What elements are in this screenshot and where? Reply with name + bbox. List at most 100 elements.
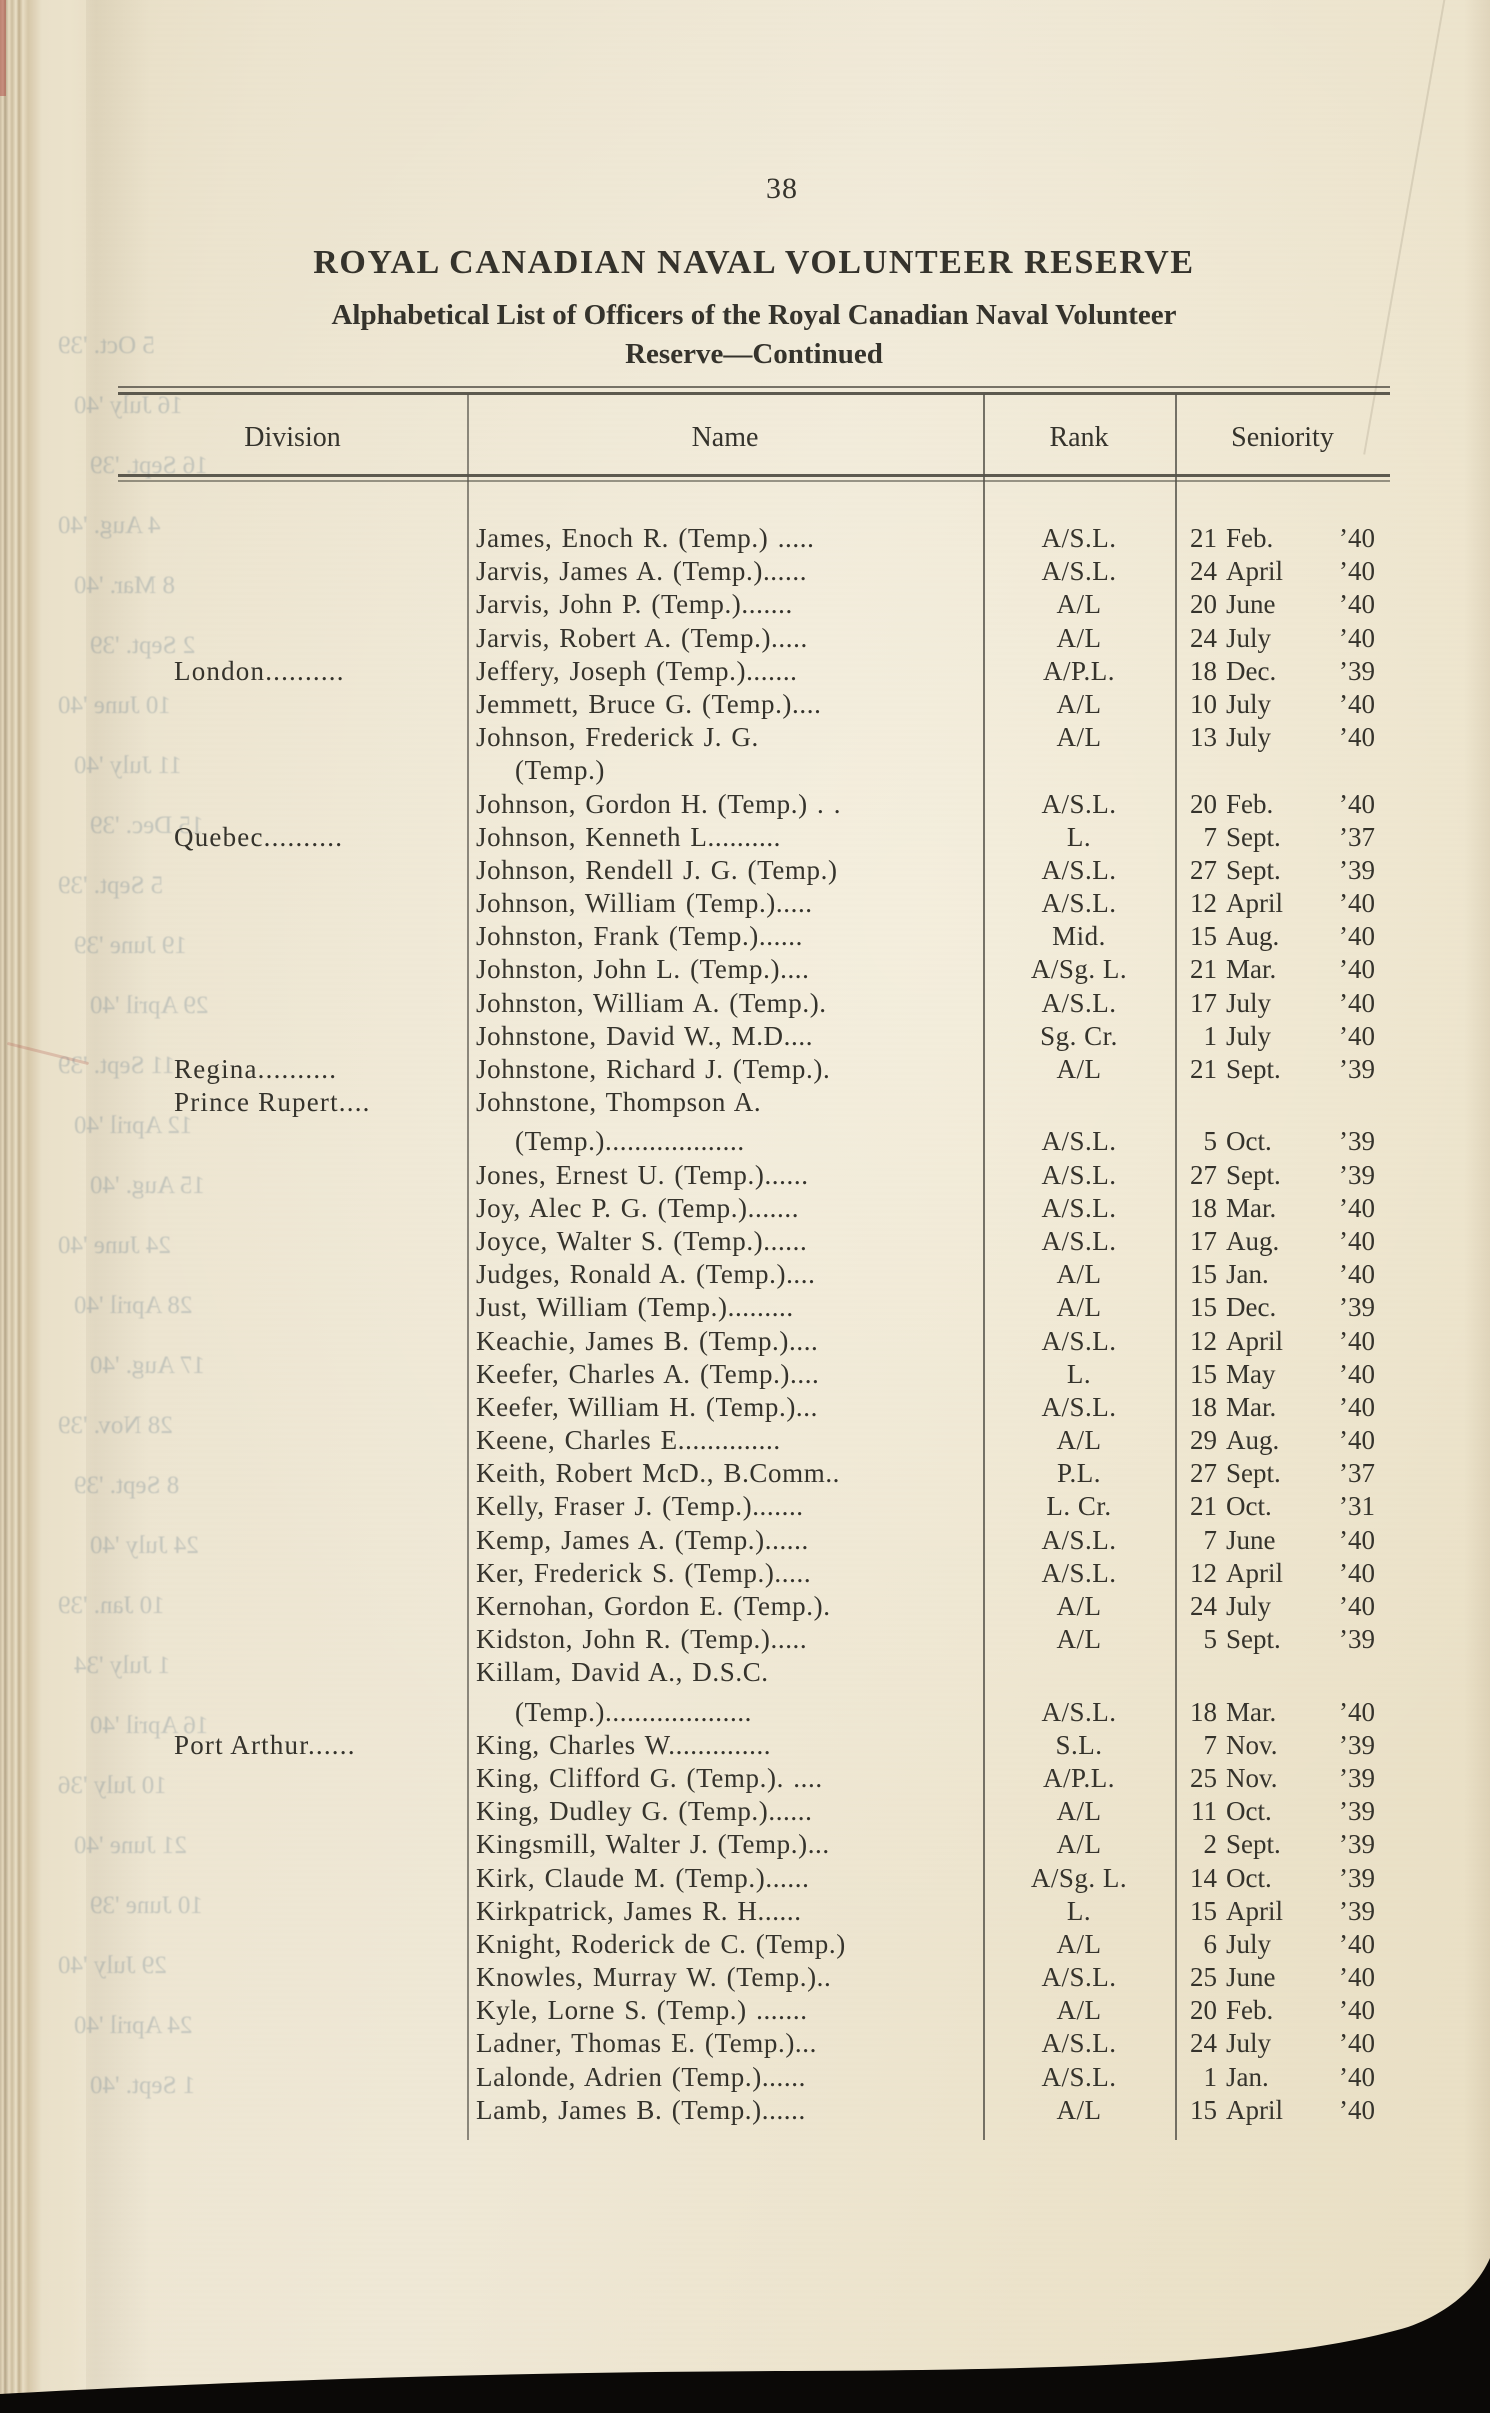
seniority-cell: 21 Mar. ’40: [1175, 953, 1390, 986]
page-subtitle: Alphabetical List of Officers of the Roy…: [118, 296, 1390, 374]
rank-cell: A/L: [1056, 1591, 1102, 1621]
seniority-year: ’40: [1339, 722, 1375, 753]
rank-cell: A/L: [1056, 1796, 1102, 1827]
table-row: Johnstone, David W., M.D.... Sg. Cr. 1 July…: [118, 1020, 1390, 1053]
name-cell: Kidston, John R. (Temp.).....: [476, 1624, 808, 1655]
seniority-month: July: [1226, 722, 1272, 753]
rank-cell: A/S.L.: [1041, 1192, 1117, 1223]
seniority-day: 15: [1190, 1895, 1217, 1926]
seniority-day: 15: [1190, 1358, 1217, 1389]
rank-cell: A/Sg. L.: [1030, 954, 1128, 985]
division-cell: Quebec..........: [174, 821, 344, 852]
column-separator-rank: [1175, 394, 1177, 2140]
table-row: Quebec.......... Johnson, Kenneth L......…: [118, 821, 1390, 854]
seniority-cell: 7 Nov. ’39: [1175, 1729, 1390, 1762]
seniority-cell: 27 Sept. ’39: [1175, 1159, 1390, 1192]
seniority-year: ’40: [1339, 2028, 1375, 2059]
seniority-year: ’40: [1339, 888, 1375, 919]
seniority-cell: 14 Oct. ’39: [1175, 1862, 1390, 1895]
seniority-year: ’40: [1339, 987, 1375, 1018]
seniority-day: 17: [1190, 1225, 1217, 1256]
seniority-day: 12: [1190, 1557, 1217, 1588]
rank-cell: A/S.L.: [1041, 523, 1117, 553]
table-row: Lamb, James B. (Temp.)...... A/L 15 April ’4…: [118, 2094, 1390, 2127]
name-cell: (Temp.)....................: [515, 1696, 753, 1727]
seniority-day: 24: [1190, 622, 1217, 653]
table-row: Kingsmill, Walter J. (Temp.)... A/L 2 Sept.…: [118, 1828, 1390, 1861]
seniority-cell: 21 Sept. ’39: [1175, 1053, 1390, 1086]
seniority-cell: 24 April ’40: [1175, 555, 1390, 588]
seniority-month: Mar.: [1226, 1192, 1277, 1223]
seniority-month: July: [1226, 622, 1272, 653]
seniority-cell: 20 Feb. ’40: [1175, 1994, 1390, 2027]
rank-cell: A/L: [1056, 1292, 1102, 1323]
seniority-month: Sept.: [1226, 854, 1281, 885]
seniority-day: 10: [1190, 688, 1217, 719]
seniority-year: ’39: [1339, 854, 1375, 885]
seniority-month: July: [1226, 1591, 1272, 1621]
seniority-year: ’40: [1339, 1325, 1375, 1356]
table-row: Keith, Robert McD., B.Comm.. P.L. 27 Sept. ’…: [118, 1457, 1390, 1490]
table-row: Kirkpatrick, James R. H...... L. 15 April ’3…: [118, 1895, 1390, 1928]
seniority-day: 7: [1203, 821, 1218, 852]
seniority-year: ’39: [1339, 1159, 1375, 1190]
name-cell: King, Clifford G. (Temp.). ....: [476, 1762, 823, 1793]
seniority-day: 5: [1203, 1126, 1218, 1157]
name-cell: Joyce, Walter S. (Temp.)......: [476, 1225, 808, 1256]
table-row: Jarvis, James A. (Temp.)...... A/S.L. 24 Ap…: [118, 555, 1390, 588]
seniority-cell: 17 Aug. ’40: [1175, 1225, 1390, 1258]
seniority-cell: 10 July ’40: [1175, 688, 1390, 721]
seniority-cell: 21 Oct. ’31: [1175, 1490, 1390, 1523]
seniority-cell: 15 Aug. ’40: [1175, 920, 1390, 953]
name-cell: Jones, Ernest U. (Temp.)......: [476, 1159, 809, 1190]
red-edge-mark: [0, 0, 6, 96]
seniority-day: 24: [1190, 2028, 1217, 2059]
seniority-month: Aug.: [1226, 1425, 1280, 1456]
seniority-year: ’40: [1339, 2061, 1375, 2092]
seniority-cell: 6 July ’40: [1175, 1928, 1390, 1961]
table-row: Knowles, Murray W. (Temp.).. A/S.L. 25 June…: [118, 1961, 1390, 1994]
seniority-year: ’40: [1339, 1591, 1375, 1621]
seniority-year: ’40: [1339, 1391, 1375, 1422]
seniority-year: ’40: [1339, 1225, 1375, 1256]
name-cell: Johnson, Frederick J. G.: [476, 722, 759, 753]
rank-cell: A/S.L.: [1041, 1225, 1117, 1256]
table-row: Johnston, John L. (Temp.).... A/Sg. L. 21 M…: [118, 953, 1390, 986]
seniority-day: 6: [1203, 1928, 1218, 1959]
table-row: Regina.......... Johnstone, Richard J. (T…: [118, 1053, 1390, 1086]
name-cell: Johnston, Frank (Temp.)......: [476, 921, 803, 952]
seniority-year: ’40: [1339, 1557, 1375, 1588]
seniority-year: ’39: [1339, 1126, 1375, 1157]
seniority-year: ’37: [1339, 821, 1375, 852]
rank-cell: A/S.L.: [1041, 1557, 1117, 1588]
seniority-month: June: [1226, 589, 1276, 620]
table-row: Knight, Roderick de C. (Temp.) A/L 6 July ’4…: [118, 1928, 1390, 1961]
rank-cell: A/S.L.: [1041, 1962, 1117, 1993]
seniority-month: Feb.: [1226, 1995, 1274, 2026]
name-cell: Killam, David A., D.S.C.: [476, 1657, 769, 1688]
subtitle-line2: Reserve—Continued: [625, 338, 883, 370]
table-row: Kelly, Fraser J. (Temp.)....... L. Cr. 21 O…: [118, 1490, 1390, 1523]
seniority-cell: 24 July ’40: [1175, 2027, 1390, 2060]
table-header-row: Division Name Rank Seniority: [118, 408, 1390, 468]
seniority-month: Nov.: [1226, 1729, 1278, 1760]
table-row: Keefer, William H. (Temp.)... A/S.L. 18 Mar…: [118, 1391, 1390, 1424]
seniority-day: 29: [1190, 1425, 1217, 1456]
rank-cell: A/L: [1056, 1259, 1102, 1290]
name-cell: Johnston, William A. (Temp.).: [476, 987, 827, 1018]
name-cell: King, Charles W..............: [476, 1729, 772, 1760]
seniority-day: 13: [1190, 722, 1217, 753]
rank-cell: A/S.L.: [1041, 1524, 1117, 1555]
seniority-month: Feb.: [1226, 523, 1274, 553]
name-cell: Keith, Robert McD., B.Comm..: [476, 1458, 841, 1489]
table-row: (Temp.)................... A/S.L. 5 Oct. ’39: [118, 1125, 1390, 1158]
seniority-cell: 1 July ’40: [1175, 1020, 1390, 1053]
table-row: Kidston, John R. (Temp.)..... A/L 5 Sept. ’3…: [118, 1623, 1390, 1656]
table-row: Johnston, Frank (Temp.)...... Mid. 15 Aug. ’…: [118, 920, 1390, 953]
name-cell: Keefer, Charles A. (Temp.)....: [476, 1358, 820, 1389]
name-cell: Jarvis, James A. (Temp.)......: [476, 556, 808, 587]
rank-cell: A/L: [1056, 2094, 1102, 2125]
rank-cell: A/L: [1056, 1995, 1102, 2026]
table-top-rule: [118, 386, 1390, 395]
